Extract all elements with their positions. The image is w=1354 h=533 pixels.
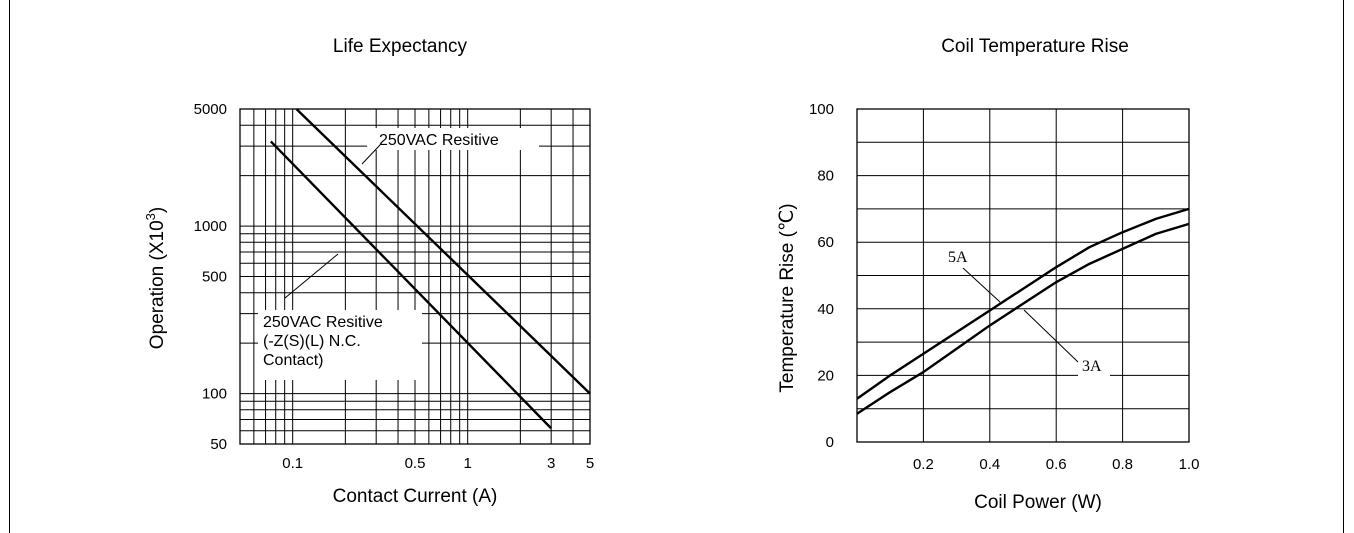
- life-series-line-2: [269, 140, 553, 430]
- life-y-axis-label-end: ): [147, 207, 168, 213]
- life-annotation-2-leader: [284, 253, 339, 299]
- coil-series-label-3a: 3A: [1082, 358, 1102, 375]
- coil-y-tick-label: 60: [817, 234, 834, 251]
- life-y-tick-label: 1000: [194, 218, 227, 235]
- life-x-axis-label: Contact Current (A): [333, 486, 498, 507]
- life-annotation-2-text: 250VAC Resitive: [263, 314, 383, 331]
- coil-y-tick-label: 80: [817, 168, 834, 185]
- coil-y-tick-label: 100: [809, 101, 834, 118]
- life-series-line-1: [295, 108, 591, 395]
- figure-frame: [9, 0, 1344, 533]
- life-annotation-2-text: Contact): [263, 352, 323, 369]
- life-annotation-1-text: 250VAC Resitive: [379, 132, 499, 149]
- coil-temperature-title: Coil Temperature Rise: [941, 36, 1129, 57]
- coil-x-tick-label: 0.2: [913, 456, 934, 473]
- life-annotation-1-bg: [367, 128, 539, 150]
- coil-x-tick-label: 0.6: [1046, 456, 1067, 473]
- coil-x-axis-label: Coil Power (W): [974, 492, 1102, 513]
- coil-label-3a-leader: [1023, 309, 1079, 363]
- coil-x-tick-label: 0.8: [1112, 456, 1133, 473]
- life-x-tick-label: 0.1: [282, 455, 303, 472]
- coil-x-tick-label: 0.4: [979, 456, 1000, 473]
- coil-series-line-3A: [856, 222, 1190, 415]
- coil-series-line-5A: [856, 207, 1190, 400]
- coil-x-tick-label: 1.0: [1179, 456, 1200, 473]
- life-y-axis-label: Operation (X103): [143, 207, 168, 349]
- life-expectancy-title: Life Expectancy: [332, 36, 468, 57]
- life-annotation-2-text: (-Z(S)(L) N.C.: [263, 333, 361, 350]
- life-y-axis-label-main: Operation (X10: [147, 220, 168, 349]
- life-y-tick-label: 500: [202, 269, 227, 286]
- coil-label-5a-leader: [962, 267, 1001, 303]
- life-y-tick-label: 50: [210, 436, 227, 453]
- life-x-tick-label: 3: [547, 455, 555, 472]
- life-x-tick-label: 0.5: [405, 455, 426, 472]
- coil-y-tick-label: 0: [826, 434, 834, 451]
- coil-label-5a-bg: [943, 247, 975, 267]
- coil-label-3a-bg: [1078, 356, 1110, 376]
- life-plot-border: [239, 108, 591, 445]
- life-y-tick-label: 5000: [194, 101, 227, 118]
- coil-y-tick-label: 20: [817, 367, 834, 384]
- coil-y-tick-label: 40: [817, 301, 834, 318]
- life-x-tick-label: 5: [586, 455, 594, 472]
- life-annotation-2-bg: [258, 310, 422, 380]
- coil-y-axis-label: Temperature Rise (℃): [777, 203, 798, 392]
- life-x-tick-label: 1: [464, 455, 472, 472]
- life-y-tick-label: 100: [202, 386, 227, 403]
- life-annotation-1-leader: [361, 144, 381, 165]
- life-y-axis-label-sup: 3: [143, 213, 158, 220]
- coil-series-label-5a: 5A: [948, 249, 968, 266]
- coil-plot-border: [856, 108, 1190, 443]
